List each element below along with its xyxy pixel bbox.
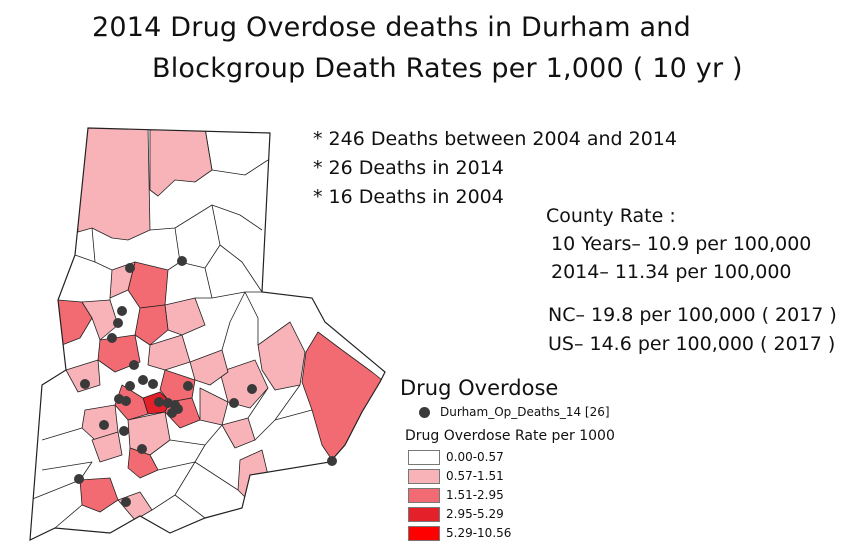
blockgroup-polygons (30, 128, 385, 540)
county-boundary (29, 127, 386, 541)
death-point (113, 318, 123, 328)
blockgroup-center-red-1 (134, 304, 169, 346)
death-point (183, 381, 193, 391)
county-rate-2014: 2014– 11.34 per 100,000 (551, 261, 792, 283)
blockgroup-west-pink (81, 299, 119, 341)
stat-deaths-total: * 246 Deaths between 2004 and 2014 (313, 128, 677, 150)
legend-title: Drug Overdose (400, 376, 559, 400)
death-point (327, 456, 337, 466)
legend-class-label: 0.00-0.57 (446, 450, 504, 464)
legend-swatch (408, 526, 440, 541)
legend-class-label: 2.95-5.29 (446, 507, 504, 521)
legend-point-layer: Durham_Op_Deaths_14 [26] (440, 405, 610, 419)
map-title-line-1: 2014 Drug Overdose deaths in Durham and (92, 12, 691, 43)
death-point (137, 444, 147, 454)
legend-swatch (408, 488, 440, 503)
legend-class-label: 1.51-2.95 (446, 488, 504, 502)
county-rate-10-years: 10 Years– 10.9 per 100,000 (551, 233, 812, 255)
blockgroup-south-central-pink (127, 411, 171, 456)
death-point (121, 497, 131, 507)
legend-point-symbol (419, 407, 430, 418)
death-point (125, 263, 135, 273)
death-point (177, 256, 187, 266)
blockgroup-center-pink-4 (189, 349, 229, 386)
legend-swatch (408, 450, 440, 465)
blockgroup-south-west-red (79, 477, 119, 513)
death-point (119, 426, 129, 436)
blockgroup-center-red-2 (97, 334, 141, 373)
death-point (148, 379, 158, 389)
death-point (107, 333, 117, 343)
death-point (129, 360, 139, 370)
legend-swatch (408, 507, 440, 522)
us-rate: US– 14.6 per 100,000 ( 2017 ) (548, 333, 836, 355)
legend-class-label: 5.29-10.56 (446, 526, 512, 540)
death-points (74, 256, 337, 507)
legend-class-label: 0.57-1.51 (446, 469, 504, 483)
death-point (173, 404, 183, 414)
blockgroup-center-pink-3 (147, 334, 191, 371)
stat-deaths-2004: * 16 Deaths in 2004 (313, 186, 504, 208)
nc-rate: NC– 19.8 per 100,000 ( 2017 ) (548, 304, 837, 326)
death-point (138, 375, 148, 385)
death-point (74, 474, 84, 484)
stat-deaths-2014: * 26 Deaths in 2014 (313, 157, 504, 179)
death-point (154, 397, 164, 407)
death-point (99, 420, 109, 430)
legend-swatch (408, 469, 440, 484)
death-point (229, 398, 239, 408)
blockgroup-west-pink-3 (91, 431, 123, 463)
death-point (121, 396, 131, 406)
blockgroup-south-red (127, 447, 159, 479)
legend-rate-title: Drug Overdose Rate per 1000 (405, 428, 615, 444)
blockgroup-west-pink-2 (65, 359, 101, 393)
death-point (80, 379, 90, 389)
death-point (247, 384, 257, 394)
county-rate-label: County Rate : (546, 205, 676, 227)
death-point (117, 306, 127, 316)
blockgroup-east-pink-2 (219, 359, 269, 409)
death-point (125, 381, 135, 391)
map-title-line-2: Blockgroup Death Rates per 1,000 ( 10 yr… (152, 53, 743, 84)
